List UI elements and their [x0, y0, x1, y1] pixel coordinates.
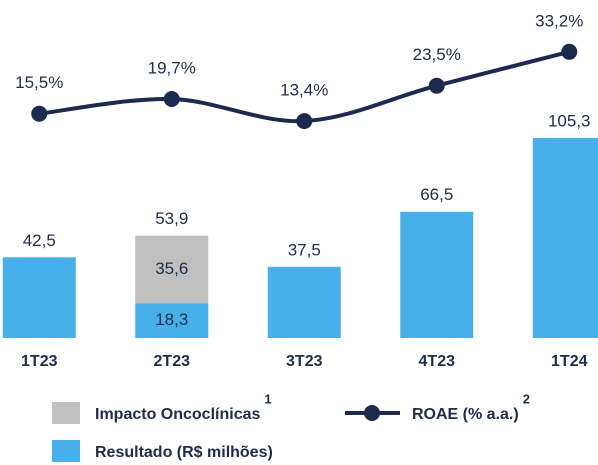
- line-value-label: 19,7%: [148, 59, 196, 78]
- line-value-label: 13,4%: [280, 81, 328, 100]
- bar: [2, 257, 76, 338]
- x-tick-label: 3T23: [286, 353, 323, 370]
- line-marker: [428, 77, 445, 94]
- bar-value-label: 66,5: [420, 185, 453, 204]
- line-value-label: 23,5%: [413, 45, 461, 64]
- bar-value-label: 105,3: [548, 112, 591, 131]
- legend-note: 1: [264, 391, 271, 406]
- legend-swatch: [52, 402, 80, 424]
- line-value-label: 15,5%: [15, 73, 63, 92]
- bar: [532, 138, 598, 338]
- x-tick-label: 1T23: [21, 353, 58, 370]
- bar-value-label: 35,6: [155, 259, 188, 278]
- x-tick-label: 4T23: [419, 353, 456, 370]
- bar: [135, 235, 209, 304]
- bar-value-label: 37,5: [288, 240, 321, 259]
- bar-value-label: 18,3: [155, 310, 188, 329]
- line-value-label: 33,2%: [535, 11, 583, 30]
- x-tick-label: 2T23: [154, 353, 191, 370]
- bar-value-label: 42,5: [23, 231, 56, 250]
- bar: [400, 211, 474, 338]
- x-tick-label: 1T24: [551, 353, 588, 370]
- line-marker: [561, 43, 578, 60]
- legend-swatch: [52, 440, 80, 462]
- line-marker: [31, 105, 48, 122]
- bar: [135, 303, 209, 338]
- bar: [267, 266, 341, 338]
- line-marker: [296, 113, 313, 130]
- legend-label: Resultado (R$ milhões): [95, 444, 273, 461]
- line-marker: [163, 91, 180, 108]
- legend-label: ROAE (% a.a.): [412, 406, 519, 423]
- legend-label: Impacto Oncoclínicas: [95, 406, 260, 423]
- legend-swatch: [364, 405, 380, 421]
- legend-note: 2: [523, 391, 530, 406]
- total-label: 53,9: [155, 209, 188, 228]
